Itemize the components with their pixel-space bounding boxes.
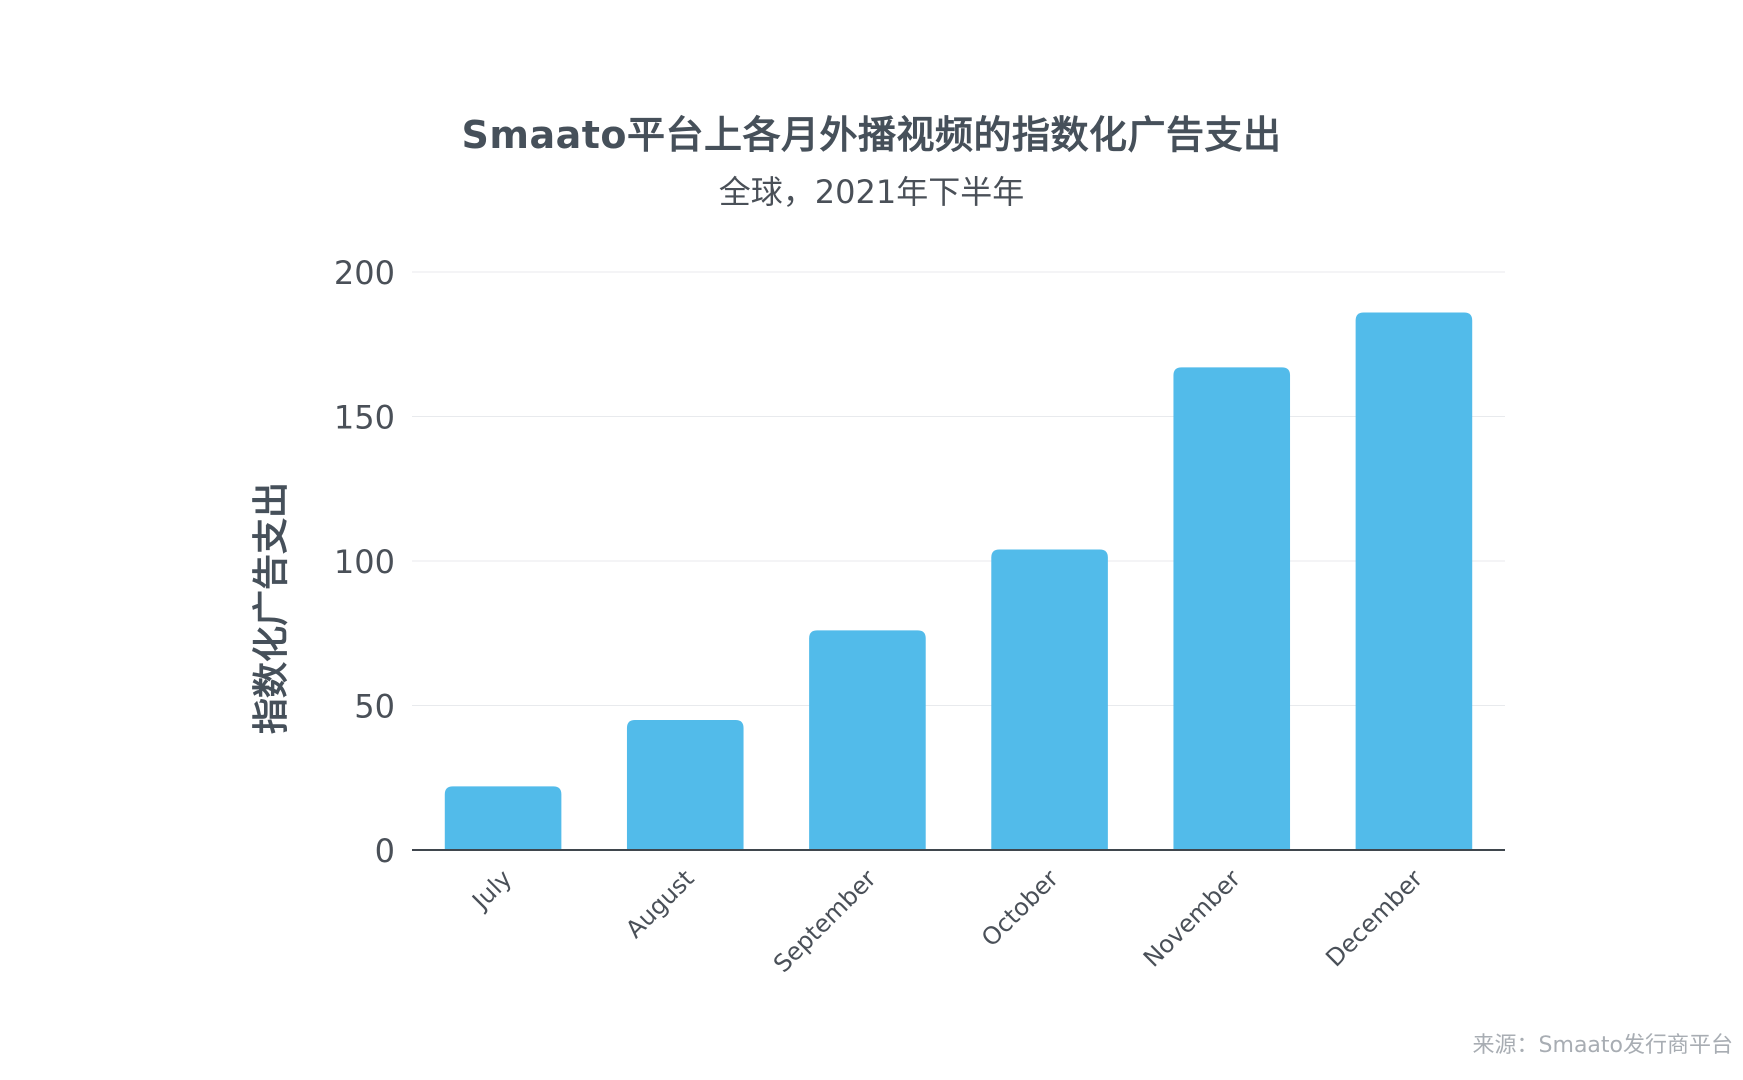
chart-title: Smaato平台上各月外播视频的指数化广告支出 [461, 113, 1282, 157]
x-tick-labels: July August September October November Decemb… [466, 864, 1429, 978]
y-tick-label: 150 [334, 399, 395, 437]
bar-november [1173, 367, 1291, 850]
x-tick-label-august: August [620, 864, 699, 943]
y-tick-label: 100 [334, 543, 395, 581]
x-tick-label-july: July [466, 864, 518, 916]
source-note: 来源：Smaato发行商平台 [1472, 1033, 1733, 1058]
x-tick-label-november: November [1138, 864, 1246, 972]
y-tick-label: 50 [354, 688, 395, 726]
gridlines [412, 271, 1505, 706]
chart-subtitle: 全球，2021年下半年 [718, 173, 1025, 211]
y-tick-labels: 0 50 100 150 200 [334, 254, 395, 870]
bar-october [991, 549, 1108, 850]
bars [444, 312, 1473, 851]
bar-july [444, 786, 562, 850]
bar-august [626, 719, 744, 850]
x-tick-label-december: December [1320, 864, 1428, 972]
x-tick-label-october: October [976, 864, 1064, 952]
y-tick-label: 200 [334, 254, 395, 292]
bar-december [1355, 312, 1473, 851]
y-tick-label: 0 [375, 832, 395, 870]
x-tick-label-september: September [768, 864, 882, 978]
y-axis-label: 指数化广告支出 [251, 481, 292, 735]
bar-september [809, 630, 926, 850]
